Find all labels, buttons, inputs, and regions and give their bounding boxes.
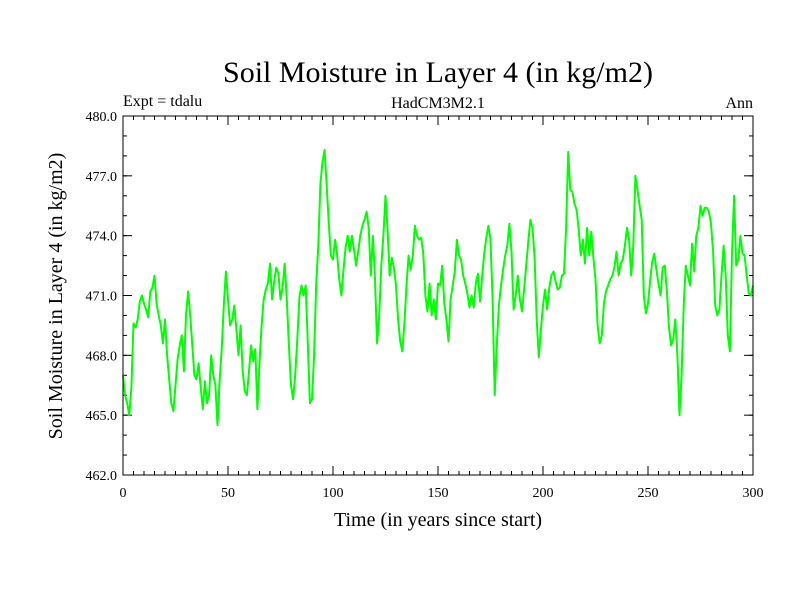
y-tick-label: 474.0: [86, 230, 118, 245]
y-tick-label: 462.0: [86, 469, 118, 484]
x-tick-label: 300: [743, 486, 764, 501]
x-tick-label: 0: [120, 486, 127, 501]
x-axis-label: Time (in years since start): [334, 509, 542, 531]
y-tick-label: 465.0: [86, 409, 118, 424]
subtitle-model: HadCM3M2.1: [391, 95, 485, 112]
axis-tick-labels: 0 50 100 150 200 250 300 462.0 465.0 468.0 471.0 47…: [86, 110, 764, 501]
plot-frame: [122, 115, 754, 476]
y-tick-label: 471.0: [86, 290, 118, 305]
x-tick-label: 200: [533, 486, 554, 501]
subtitle-season: Ann: [725, 95, 753, 112]
x-tick-label: 150: [428, 486, 449, 501]
x-tick-label: 250: [638, 486, 659, 501]
subtitle-experiment: Expt = tdalu: [123, 93, 202, 110]
y-tick-label: 480.0: [86, 110, 118, 125]
chart-title: Soil Moisture in Layer 4 (in kg/m2): [223, 56, 653, 89]
y-axis-label: Soil Moisture in Layer 4 (in kg/m2): [45, 153, 67, 440]
y-tick-label: 477.0: [86, 170, 118, 185]
y-tick-label: 468.0: [86, 349, 118, 364]
x-tick-label: 50: [221, 486, 235, 501]
x-tick-label: 100: [323, 486, 344, 501]
data-series-line: [122, 148, 754, 427]
